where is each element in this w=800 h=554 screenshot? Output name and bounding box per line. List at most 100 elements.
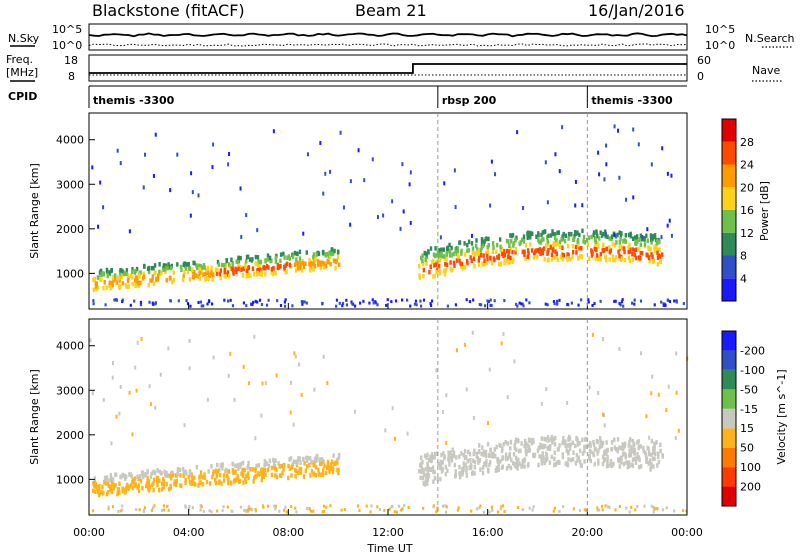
data-cell	[422, 298, 426, 302]
data-cell	[223, 273, 226, 279]
data-cell	[174, 482, 178, 488]
data-cell	[191, 274, 195, 280]
data-cell	[546, 251, 549, 256]
data-cell	[121, 268, 124, 274]
data-cell	[302, 474, 306, 479]
station-title: Blackstone (fitACF)	[92, 1, 245, 20]
data-cell	[560, 237, 563, 242]
data-cell	[516, 506, 520, 510]
data-cell	[618, 445, 621, 450]
data-cell	[509, 446, 512, 451]
data-cell	[583, 459, 586, 464]
data-cell	[514, 455, 518, 461]
data-cell	[564, 233, 568, 239]
data-cell	[479, 504, 482, 508]
data-cell	[251, 303, 254, 307]
data-cell	[583, 444, 586, 450]
data-cell	[608, 245, 611, 250]
data-cell	[264, 472, 267, 477]
data-cell	[571, 254, 574, 260]
data-cell	[165, 278, 168, 283]
data-cell	[243, 467, 246, 473]
data-cell	[465, 473, 469, 478]
data-cell	[135, 388, 138, 393]
data-cell	[127, 276, 130, 281]
data-cell	[653, 246, 656, 251]
nsky-trace	[88, 32, 688, 38]
data-cell	[539, 251, 543, 256]
data-cell	[153, 263, 157, 268]
data-cell	[511, 460, 515, 466]
data-cell	[176, 152, 179, 157]
data-cell	[227, 469, 231, 474]
data-cell	[444, 471, 448, 477]
data-cell	[606, 505, 610, 509]
data-cell	[216, 462, 219, 468]
data-cell	[315, 252, 318, 257]
nsky-tick-bottom: 10^0	[52, 39, 82, 52]
data-cell	[323, 261, 326, 266]
data-cell	[491, 508, 494, 512]
colorbar-frame	[721, 118, 737, 302]
data-cell	[453, 263, 456, 269]
data-cell	[188, 469, 192, 474]
data-cell	[265, 303, 269, 307]
data-cell	[233, 477, 236, 483]
data-cell	[630, 505, 633, 509]
data-cell	[178, 467, 182, 473]
data-cell	[166, 504, 169, 508]
data-cell	[283, 462, 286, 468]
data-cell	[622, 238, 625, 244]
data-cell	[500, 341, 503, 346]
data-cell	[299, 265, 302, 271]
data-cell	[567, 457, 570, 462]
data-cell	[585, 436, 588, 442]
data-cell	[257, 268, 260, 273]
data-cell	[406, 431, 409, 436]
data-cell	[433, 454, 436, 460]
data-cell	[131, 267, 134, 272]
data-cell	[194, 273, 197, 278]
data-cell	[489, 298, 492, 302]
data-cell	[506, 441, 510, 446]
data-cell	[388, 507, 391, 511]
data-cell	[558, 509, 561, 513]
data-cell	[529, 235, 532, 240]
data-cell	[578, 440, 581, 446]
data-cell	[211, 474, 214, 480]
data-cell	[439, 256, 442, 262]
data-cell	[650, 462, 653, 467]
data-cell	[648, 259, 651, 264]
data-cell	[239, 462, 243, 467]
data-cell	[409, 304, 412, 308]
data-cell	[210, 269, 213, 274]
data-cell	[245, 213, 248, 218]
data-cell	[581, 228, 584, 234]
data-cell	[546, 435, 550, 440]
data-cell	[539, 442, 542, 448]
data-cell	[403, 504, 406, 508]
data-cell	[617, 249, 620, 255]
power-frame	[88, 112, 688, 310]
data-cell	[442, 268, 446, 274]
data-cell	[334, 461, 337, 466]
data-cell	[126, 273, 130, 278]
data-cell	[426, 461, 429, 467]
data-cell	[529, 242, 532, 247]
data-cell	[223, 263, 226, 268]
data-cell	[199, 474, 202, 479]
data-cell	[475, 238, 478, 243]
data-cell	[628, 242, 631, 248]
data-cell	[655, 440, 658, 445]
data-cell	[219, 275, 222, 281]
data-cell	[422, 261, 425, 267]
data-cell	[264, 272, 267, 277]
data-cell	[254, 261, 257, 266]
data-cell	[421, 258, 424, 264]
data-cell	[306, 455, 309, 461]
data-cell	[598, 508, 601, 512]
data-cell	[399, 226, 402, 231]
power-colorbar-label: Power [dB]	[758, 181, 771, 241]
data-cell	[526, 248, 530, 253]
data-cell	[482, 449, 486, 455]
